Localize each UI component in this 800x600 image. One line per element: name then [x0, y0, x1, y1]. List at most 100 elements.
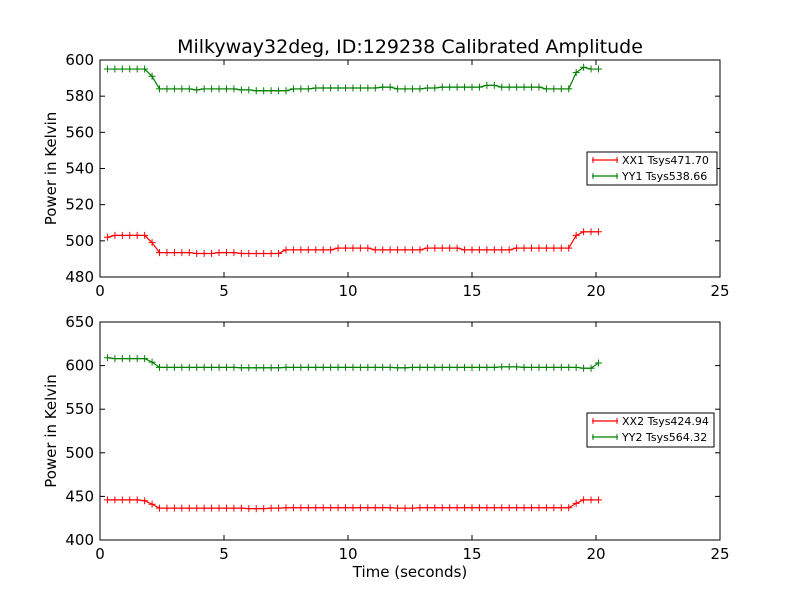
y-tick-label: 580 [65, 87, 94, 105]
data-point [170, 85, 178, 93]
y-tick-label: 540 [65, 160, 94, 178]
data-point [594, 65, 602, 73]
x-tick-label: 25 [710, 282, 729, 300]
data-point [431, 504, 439, 512]
data-point [475, 363, 483, 371]
data-point [342, 504, 350, 512]
data-point [222, 249, 230, 257]
legend-item: XX1 Tsys471.70 [592, 154, 709, 167]
legend-label: YY1 Tsys538.66 [621, 170, 707, 183]
data-point [446, 83, 454, 91]
data-point [178, 85, 186, 93]
data-point [148, 239, 156, 247]
data-point [342, 84, 350, 92]
data-point [423, 84, 431, 92]
data-point [513, 363, 521, 371]
data-point [408, 85, 416, 93]
data-point [304, 504, 312, 512]
data-point [490, 246, 498, 254]
data-point [163, 85, 171, 93]
data-point [408, 246, 416, 254]
legend-bottom: XX2 Tsys424.94 YY2 Tsys564.32 [586, 412, 715, 448]
data-point [237, 86, 245, 94]
data-point [542, 504, 550, 512]
legend-item: YY1 Tsys538.66 [592, 170, 707, 183]
data-point [312, 363, 320, 371]
series-xx2 [103, 496, 602, 513]
y-tick-label: 600 [65, 51, 94, 69]
data-point [178, 363, 186, 371]
data-point [483, 363, 491, 371]
data-point [416, 504, 424, 512]
data-point [237, 504, 245, 512]
data-point [319, 504, 327, 512]
x-tick-label: 5 [219, 545, 229, 563]
data-point [461, 83, 469, 91]
data-point [371, 84, 379, 92]
y-tick-label: 500 [65, 444, 94, 462]
series-yy2 [103, 354, 602, 372]
data-point [461, 504, 469, 512]
data-point [170, 504, 178, 512]
data-point [461, 246, 469, 254]
legend-marker [592, 418, 618, 424]
data-point [371, 504, 379, 512]
data-point [371, 246, 379, 254]
data-point [468, 363, 476, 371]
data-point [260, 249, 268, 257]
data-point [163, 504, 171, 512]
data-point [550, 363, 558, 371]
data-point [513, 504, 521, 512]
data-point [490, 504, 498, 512]
data-point [438, 363, 446, 371]
data-point [141, 497, 149, 505]
data-point [185, 85, 193, 93]
data-point [505, 504, 513, 512]
data-point [446, 244, 454, 252]
data-point [148, 500, 156, 508]
data-point [304, 246, 312, 254]
data-point [304, 363, 312, 371]
data-point [542, 244, 550, 252]
y-tick-label: 650 [65, 313, 94, 331]
data-point [267, 364, 275, 372]
data-point [230, 249, 238, 257]
data-point [349, 504, 357, 512]
data-point [170, 249, 178, 257]
data-point [133, 496, 141, 504]
data-point [178, 249, 186, 257]
data-point [505, 246, 513, 254]
data-point [200, 363, 208, 371]
data-point [215, 249, 223, 257]
data-point [103, 354, 111, 362]
data-point [557, 363, 565, 371]
data-point [118, 65, 126, 73]
legend-marker [592, 157, 618, 163]
data-point [289, 85, 297, 93]
data-point [103, 65, 111, 73]
chart-title: Milkyway32deg, ID:129238 Calibrated Ampl… [177, 36, 643, 58]
data-point [423, 363, 431, 371]
data-point [297, 504, 305, 512]
data-point [468, 83, 476, 91]
data-point [319, 363, 327, 371]
x-tick-label: 15 [462, 545, 481, 563]
data-point [483, 246, 491, 254]
series-layer-top [103, 63, 602, 257]
y-tick-label: 500 [65, 232, 94, 250]
data-point [334, 504, 342, 512]
data-point [193, 504, 201, 512]
data-point [528, 244, 536, 252]
data-point [185, 504, 193, 512]
data-point [542, 85, 550, 93]
data-point [297, 246, 305, 254]
data-point [275, 364, 283, 372]
series-layer-bottom [103, 354, 602, 513]
data-point [557, 504, 565, 512]
legend-item: YY2 Tsys564.32 [592, 431, 707, 444]
y-tick-label: 520 [65, 196, 94, 214]
data-point [334, 244, 342, 252]
data-point [252, 505, 260, 513]
x-tick-label: 5 [219, 282, 229, 300]
data-point [498, 504, 506, 512]
